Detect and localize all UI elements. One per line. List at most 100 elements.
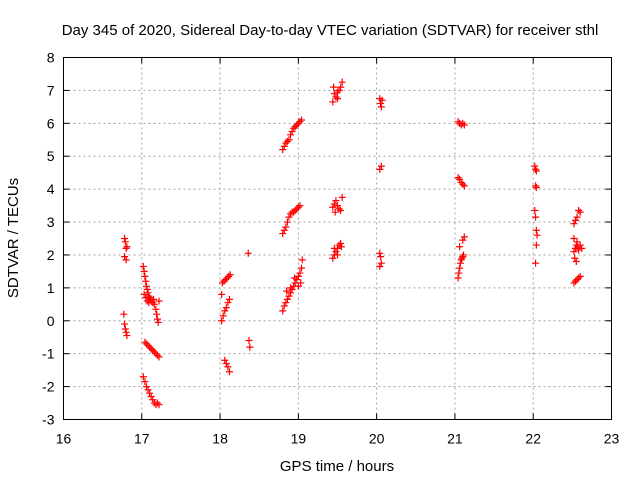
data-point — [283, 287, 291, 295]
data-point — [457, 256, 465, 264]
data-point — [378, 96, 386, 104]
data-point — [139, 373, 147, 381]
data-point — [578, 244, 586, 252]
data-point — [149, 346, 157, 354]
data-point — [244, 249, 252, 257]
data-point — [572, 258, 580, 266]
data-point — [142, 277, 150, 285]
data-point — [297, 264, 305, 272]
data-point — [218, 290, 226, 298]
data-point — [218, 279, 226, 287]
data-point — [297, 279, 305, 287]
data-point — [329, 203, 337, 211]
x-tick-label: 21 — [447, 431, 463, 447]
data-point — [222, 276, 230, 284]
data-point — [152, 350, 160, 358]
data-point — [376, 262, 384, 270]
data-point — [293, 121, 301, 129]
data-point — [334, 202, 341, 210]
data-point — [454, 274, 462, 282]
data-point — [285, 213, 293, 221]
data-point — [456, 175, 464, 183]
data-point — [332, 197, 340, 205]
data-point — [330, 200, 338, 208]
data-point — [334, 88, 341, 96]
data-point — [141, 378, 149, 386]
data-point — [332, 93, 340, 101]
data-point — [150, 300, 158, 308]
data-point — [144, 386, 152, 394]
data-point — [294, 272, 302, 280]
data-point — [570, 248, 578, 256]
data-point — [150, 295, 158, 303]
data-point — [531, 207, 539, 215]
data-point — [456, 243, 464, 251]
y-tick-label: -2 — [42, 379, 55, 395]
data-point — [460, 233, 468, 241]
data-point — [533, 231, 541, 239]
data-point — [575, 274, 583, 282]
data-point — [226, 271, 234, 279]
y-tick-label: 3 — [47, 214, 55, 230]
data-point — [454, 174, 462, 182]
data-point — [142, 383, 150, 391]
data-point — [121, 325, 129, 333]
x-tick-label: 23 — [604, 431, 620, 447]
data-point — [153, 351, 161, 359]
data-point — [223, 274, 231, 282]
data-point — [285, 136, 293, 144]
y-tick-label: 0 — [47, 313, 55, 329]
data-point — [459, 180, 467, 188]
data-point — [149, 396, 157, 404]
data-point — [377, 259, 385, 267]
data-point — [330, 90, 338, 98]
data-point — [456, 264, 464, 272]
data-point — [290, 274, 298, 282]
data-point — [141, 272, 149, 280]
data-point — [329, 98, 337, 106]
y-tick-label: -3 — [42, 412, 55, 428]
data-point — [573, 276, 581, 284]
data-point — [287, 210, 295, 218]
data-point — [337, 243, 345, 251]
data-point — [376, 249, 384, 257]
y-tick-label: -1 — [42, 346, 55, 362]
chart-title: Day 345 of 2020, Sidereal Day-to-day VTE… — [62, 22, 599, 39]
data-point — [225, 368, 233, 376]
data-point — [576, 241, 584, 249]
data-point — [221, 307, 229, 315]
data-point — [225, 272, 233, 280]
x-tick-label: 18 — [212, 431, 228, 447]
y-tick-label: 5 — [47, 148, 55, 164]
data-point — [122, 256, 130, 264]
data-point — [377, 162, 385, 170]
data-point — [377, 100, 385, 108]
data-point — [153, 399, 161, 407]
data-point — [570, 279, 578, 287]
data-point — [294, 203, 302, 211]
data-point — [155, 401, 163, 409]
data-point — [245, 337, 253, 345]
data-point — [571, 254, 579, 262]
data-point — [456, 259, 464, 267]
data-point — [144, 341, 152, 349]
data-point — [334, 95, 341, 103]
data-point — [296, 118, 304, 126]
data-point — [331, 208, 339, 216]
data-point — [294, 119, 302, 127]
data-point — [575, 246, 583, 254]
data-point — [531, 162, 539, 170]
data-point — [455, 269, 463, 277]
data-point — [288, 286, 296, 294]
data-point — [121, 238, 129, 246]
data-point — [145, 292, 153, 300]
x-tick-label: 17 — [134, 431, 150, 447]
data-point — [291, 207, 299, 215]
data-point — [532, 183, 540, 191]
data-point — [570, 220, 578, 228]
x-axis-title: GPS time / hours — [280, 458, 394, 475]
data-point — [279, 307, 287, 315]
data-point — [282, 299, 290, 307]
data-point — [576, 208, 584, 216]
data-point — [122, 244, 130, 252]
